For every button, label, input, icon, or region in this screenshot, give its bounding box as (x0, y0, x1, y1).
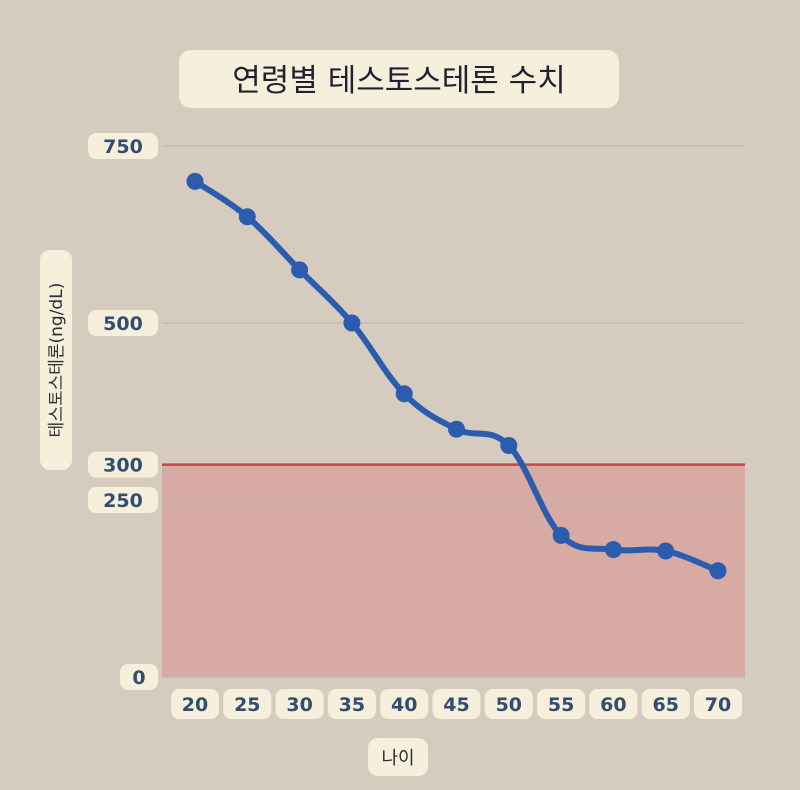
y-tick-label: 250 (103, 490, 143, 512)
x-tick-60: 60 (589, 689, 638, 719)
x-tick-20: 20 (171, 689, 219, 719)
x-tick-65: 65 (641, 689, 690, 719)
x-tick-pill (641, 689, 690, 719)
y-tick-pill (120, 664, 158, 690)
data-point-45 (448, 420, 465, 438)
x-tick-label: 25 (234, 694, 260, 716)
y-tick-500: 500 (88, 310, 158, 336)
x-tick-label: 60 (600, 694, 626, 716)
x-tick-30: 30 (275, 689, 324, 719)
data-point-60 (604, 541, 622, 559)
chart-title: 연령별 테스토스테론 수치 (179, 50, 619, 108)
x-tick-pill (327, 689, 376, 719)
x-axis-label: 나이 (368, 738, 428, 776)
x-axis-label-text: 나이 (381, 748, 414, 769)
x-tick-label: 50 (496, 694, 522, 716)
y-ticks: 0 250 300 500 750 (88, 133, 158, 690)
x-tick-55: 55 (537, 689, 586, 719)
x-tick-pill (380, 689, 429, 719)
x-tick-label: 70 (705, 694, 731, 716)
threshold-region (162, 464, 745, 677)
y-axis-label: 테스토스테론(ng/dL) (40, 250, 72, 470)
y-tick-0: 0 (120, 664, 158, 690)
x-tick-pill (484, 689, 533, 719)
y-axis-label-text: 테스토스테론(ng/dL) (47, 283, 67, 438)
y-tick-300: 300 (88, 451, 158, 478)
x-tick-25: 25 (223, 689, 272, 719)
x-ticks: 20 25 30 35 40 45 50 55 60 65 70 (171, 689, 742, 719)
data-point-35 (343, 314, 361, 332)
data-point-30 (291, 261, 309, 279)
data-point-55 (552, 526, 570, 544)
x-tick-label: 20 (182, 694, 208, 716)
x-tick-pill (589, 689, 638, 719)
x-axis-label-pill (368, 738, 428, 776)
y-tick-250: 250 (88, 487, 158, 513)
y-tick-label: 300 (103, 455, 143, 477)
x-tick-pill (275, 689, 324, 719)
y-tick-750: 750 (88, 133, 158, 159)
y-tick-pill (88, 487, 158, 513)
y-tick-pill (88, 451, 158, 478)
data-point-50 (500, 436, 518, 454)
x-tick-pill (223, 689, 272, 719)
y-tick-label: 750 (103, 136, 143, 158)
x-tick-label: 30 (286, 694, 312, 716)
x-tick-label: 40 (391, 694, 417, 716)
x-tick-pill (432, 689, 481, 719)
data-point-65 (657, 542, 675, 560)
x-tick-40: 40 (380, 689, 429, 719)
x-tick-35: 35 (327, 689, 376, 719)
series-points (186, 172, 727, 580)
x-tick-label: 55 (548, 694, 574, 716)
title-pill (179, 50, 619, 108)
data-point-70 (709, 562, 727, 580)
x-tick-50: 50 (484, 689, 533, 719)
y-tick-pill (88, 310, 158, 336)
x-tick-pill (537, 689, 586, 719)
y-axis-label-pill (40, 250, 72, 470)
x-tick-45: 45 (432, 689, 481, 719)
y-tick-pill (88, 133, 158, 159)
x-tick-pill (694, 689, 742, 719)
gridlines (162, 145, 745, 678)
data-point-25 (238, 208, 256, 226)
data-point-20 (186, 172, 204, 190)
x-tick-pill (171, 689, 219, 719)
x-tick-label: 35 (339, 694, 365, 716)
x-tick-label: 45 (443, 694, 469, 716)
y-tick-label: 0 (132, 667, 145, 689)
data-point-40 (395, 385, 413, 403)
x-tick-70: 70 (694, 689, 742, 719)
y-tick-label: 500 (103, 313, 143, 335)
title-text: 연령별 테스토스테론 수치 (232, 63, 565, 99)
x-tick-label: 65 (652, 694, 678, 716)
